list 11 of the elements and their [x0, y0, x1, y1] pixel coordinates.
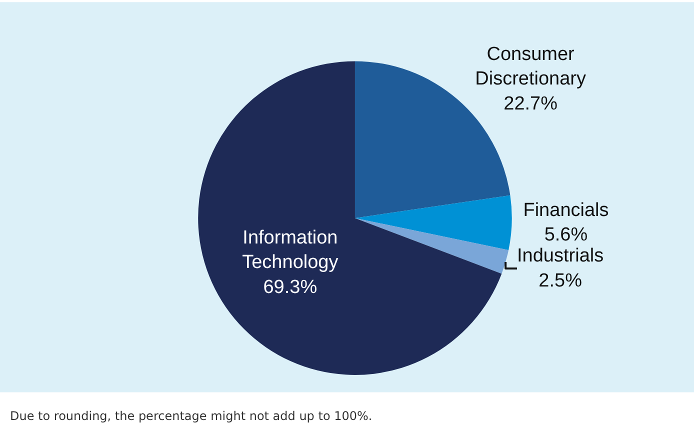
slice-label: Information Technology — [242, 227, 339, 274]
data-label: 22.7% — [504, 93, 558, 114]
slice-label: Financials — [523, 200, 609, 221]
data-label: 2.5% — [538, 270, 582, 292]
data-label: 69.3% — [263, 276, 318, 298]
slice-label: Consumer Discretionary — [475, 44, 586, 90]
pie-slice — [354, 195, 512, 250]
data-label: 5.6% — [544, 224, 588, 246]
slice-label: Industrials — [517, 246, 604, 267]
pie-slice — [354, 218, 509, 274]
text: Due to rounding, the percentage might not add up to 100%. — [10, 409, 372, 423]
